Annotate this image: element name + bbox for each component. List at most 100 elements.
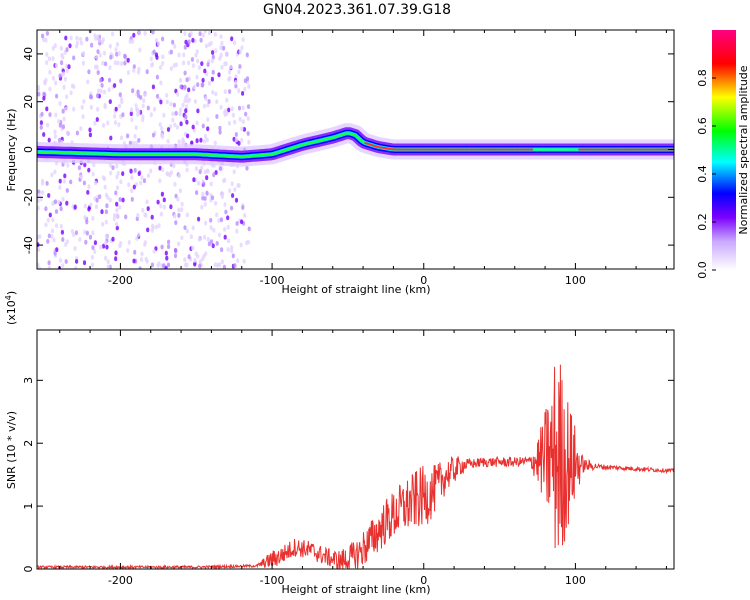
spectrogram-speckle-mark (244, 111, 248, 117)
spectrogram-speckle-mark (239, 242, 243, 248)
snr-plot-frame (36, 329, 675, 570)
spectrogram-speckle-mark (53, 250, 57, 256)
spectrogram-core-segment (273, 151, 279, 155)
spectrogram-speckle-mark (202, 103, 206, 109)
spectrogram-speckle-mark (187, 60, 191, 66)
spectrogram-speckle-mark (112, 113, 117, 119)
spectrogram-speckle-mark (140, 251, 144, 257)
spectrogram-speckle-mark (132, 258, 136, 264)
spectrogram-speckle-mark (235, 221, 239, 226)
spectrogram-speckle-mark (182, 52, 186, 58)
spectrogram-speckle-mark (108, 197, 112, 203)
spectrogram-speckle-mark (178, 77, 183, 83)
spectrogram-speckle-mark (203, 234, 207, 240)
colorbar-tick-label: 0.2 (696, 213, 709, 231)
spectrogram-speckle-mark (100, 209, 104, 215)
spectrogram-speckle-mark (118, 103, 122, 109)
spectrogram-speckle-mark (109, 170, 113, 176)
spectrogram-speckle-mark (58, 137, 62, 143)
spectrogram-speckle-mark (42, 91, 46, 97)
spectrogram-speckle-mark (223, 227, 227, 232)
spectrogram-speckle-mark (159, 99, 163, 105)
spectrogram-speckle-mark (191, 245, 195, 251)
spectrogram-y-tick-label: 0 (22, 146, 35, 153)
spectrogram-speckle-mark (75, 130, 79, 136)
spectrogram-speckle-mark (111, 165, 115, 171)
spectrogram-speckle-mark (78, 237, 82, 242)
spectrogram-speckle-mark (72, 232, 76, 238)
spectrogram-speckle-mark (209, 181, 213, 187)
spectrogram-speckle-mark (58, 122, 62, 128)
colorbar-ticks: 0.0 0.2 0.4 0.6 0.8 (696, 69, 716, 279)
spectrogram-speckle-mark (228, 89, 232, 94)
spectrogram-core-segment (359, 138, 366, 144)
spectrogram-speckle-mark (65, 94, 69, 100)
spectrogram-speckle-mark (183, 70, 187, 76)
spectrogram-speckle-mark (57, 199, 61, 205)
spectrogram-speckle-mark (227, 120, 231, 126)
spectrogram-speckle-mark (117, 122, 121, 127)
spectrogram-speckle-mark (241, 119, 245, 124)
spectrogram-speckle-mark (65, 63, 69, 69)
spectrogram-speckle-mark (60, 60, 64, 66)
spectrogram-core-segment (382, 146, 388, 150)
spectrogram-speckle-mark (46, 122, 50, 128)
snr-multiplier: (x104) (4, 291, 18, 325)
spectrogram-speckle-mark (61, 263, 65, 268)
spectrogram-speckle-mark (107, 77, 112, 83)
spectrogram-core-segment (327, 136, 334, 140)
spectrogram-speckle-mark (44, 77, 48, 83)
spectrogram-speckle-mark (211, 50, 215, 55)
spectrogram-speckle-mark (176, 91, 180, 97)
spectrogram-speckle-mark (113, 213, 117, 218)
spectrogram-speckle-mark (177, 173, 182, 179)
spectrogram-speckle-mark (233, 263, 237, 268)
spectrogram-speckle-mark (48, 86, 52, 92)
spectrogram-speckle-mark (201, 82, 205, 88)
spectrogram-speckle-mark (145, 69, 149, 75)
spectrogram-speckle-mark (59, 206, 63, 212)
spectrogram-speckle-mark (214, 48, 218, 54)
spectrogram-speckle-mark (203, 139, 207, 144)
spectrogram-speckle-mark (73, 204, 77, 210)
spectrogram-speckle-mark (183, 31, 187, 36)
spectrogram-speckle-mark (106, 259, 110, 265)
spectrogram-speckle-mark (167, 239, 171, 245)
spectrogram-speckle-mark (98, 52, 102, 58)
spectrogram-speckle-mark (186, 133, 190, 139)
spectrogram-speckle-mark (104, 61, 108, 67)
spectrogram-speckle-mark (226, 238, 231, 244)
spectrogram-speckle-mark (205, 137, 209, 143)
colorbar-tick-label: 0.6 (696, 117, 709, 135)
spectrogram-speckle-mark (234, 83, 238, 89)
spectrogram-speckle-mark (104, 192, 108, 198)
spectrogram-speckle-mark (171, 117, 175, 123)
spectrogram-speckle-mark (115, 225, 119, 231)
spectrogram-speckle-mark (95, 117, 99, 122)
spectrogram-speckle-mark (230, 106, 234, 111)
spectrogram-speckle-mark (54, 223, 59, 229)
spectrogram-speckle-mark (103, 104, 107, 110)
spectrogram-speckle-mark (197, 65, 201, 70)
spectrogram-speckle-mark (143, 31, 147, 36)
spectrogram-speckle-mark (211, 54, 215, 60)
spectrogram-speckle-mark (202, 181, 206, 187)
spectrogram-speckle-mark (45, 31, 50, 36)
spectrogram-speckle-mark (246, 104, 251, 109)
spectrogram-speckle-mark (60, 52, 64, 58)
spectrogram-speckle-mark (200, 204, 204, 210)
spectrogram-core-segment (291, 145, 297, 150)
spectrogram-speckle-mark (201, 123, 205, 129)
spectrogram-speckle-mark (130, 107, 134, 113)
spectrogram-speckle-mark (95, 55, 99, 60)
spectrogram-speckle-mark (193, 261, 197, 267)
spectrogram-speckle-mark (169, 66, 173, 71)
spectrogram-speckle-mark (183, 44, 187, 50)
spectrogram-speckle-mark (132, 68, 136, 73)
spectrogram-speckle-mark (240, 126, 244, 132)
spectrogram-speckle-mark (205, 175, 209, 181)
spectrogram-speckle-mark (37, 91, 41, 97)
spectrogram-speckle-mark (114, 256, 118, 262)
spectrogram-speckle-mark (104, 240, 108, 246)
